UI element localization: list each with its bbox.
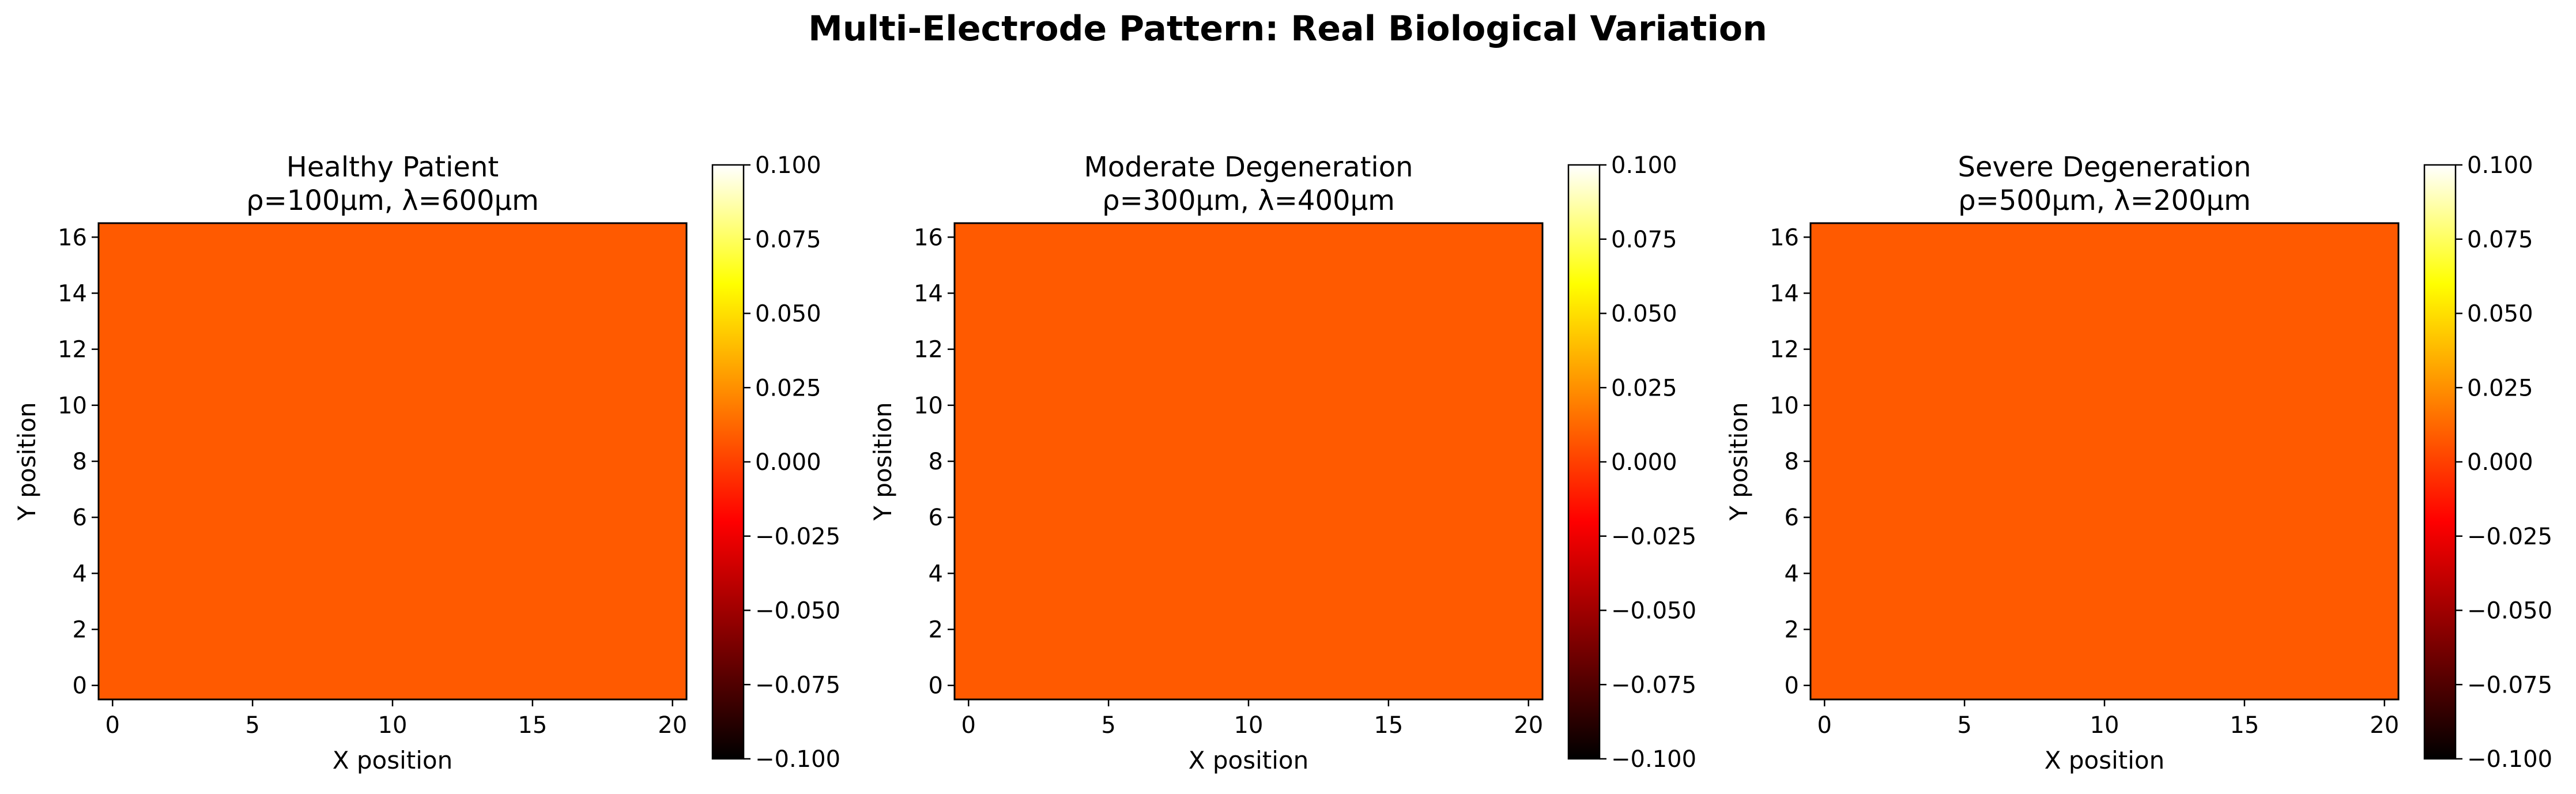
y-tick-label: 0 bbox=[929, 673, 943, 699]
colorbar-tick-label: −0.025 bbox=[755, 524, 840, 550]
colorbar-tick-label: −0.075 bbox=[1611, 672, 1696, 698]
y-tick-label: 4 bbox=[73, 560, 87, 587]
y-tick-label: 10 bbox=[58, 393, 87, 419]
x-tick-label: 10 bbox=[1234, 712, 1264, 739]
panel-title: Healthy Patient bbox=[286, 151, 499, 183]
x-tick-label: 20 bbox=[658, 712, 687, 739]
panel-subtitle: ρ=300μm, λ=400μm bbox=[1102, 185, 1395, 217]
panel-subtitle: ρ=100μm, λ=600μm bbox=[246, 185, 539, 217]
y-tick-label: 12 bbox=[58, 337, 87, 363]
colorbar bbox=[2424, 165, 2456, 759]
y-tick-label: 14 bbox=[58, 280, 87, 307]
y-tick-label: 10 bbox=[1770, 393, 1799, 419]
y-tick-label: 12 bbox=[1770, 337, 1799, 363]
colorbar-tick-label: −0.100 bbox=[1611, 746, 1696, 773]
y-tick-label: 16 bbox=[58, 224, 87, 251]
y-tick-label: 0 bbox=[73, 673, 87, 699]
heatmap-field bbox=[99, 223, 687, 699]
colorbar-tick-label: 0.000 bbox=[2467, 449, 2533, 476]
x-axis-label: X position bbox=[333, 746, 452, 774]
y-axis-label: Y position bbox=[1725, 402, 1753, 521]
panel-title: Moderate Degeneration bbox=[1084, 151, 1413, 183]
y-axis-label: Y position bbox=[13, 402, 41, 521]
colorbar-tick-label: 0.000 bbox=[755, 449, 821, 476]
colorbar-tick-label: 0.050 bbox=[755, 301, 821, 328]
y-tick-label: 6 bbox=[1785, 505, 1799, 531]
colorbar-tick-label: 0.100 bbox=[1611, 152, 1677, 179]
colorbar-tick-label: −0.075 bbox=[755, 672, 840, 698]
colorbar-tick-label: −0.050 bbox=[1611, 598, 1696, 624]
colorbar-tick-label: −0.075 bbox=[2467, 672, 2552, 698]
y-tick-label: 8 bbox=[73, 449, 87, 475]
x-tick-label: 15 bbox=[518, 712, 547, 739]
y-tick-label: 4 bbox=[1785, 560, 1799, 587]
x-tick-label: 5 bbox=[245, 712, 259, 739]
y-tick-label: 2 bbox=[929, 617, 943, 644]
y-tick-label: 8 bbox=[1785, 449, 1799, 475]
x-tick-label: 15 bbox=[1374, 712, 1403, 739]
y-tick-label: 14 bbox=[1770, 280, 1799, 307]
y-tick-label: 6 bbox=[73, 505, 87, 531]
colorbar-tick-label: 0.100 bbox=[2467, 152, 2533, 179]
colorbar-tick-label: −0.050 bbox=[755, 598, 840, 624]
y-tick-label: 6 bbox=[929, 505, 943, 531]
panel-subtitle: ρ=500μm, λ=200μm bbox=[1958, 185, 2251, 217]
y-tick-label: 16 bbox=[1770, 224, 1799, 251]
x-tick-label: 10 bbox=[378, 712, 408, 739]
colorbar-tick-label: −0.050 bbox=[2467, 598, 2552, 624]
colorbar-tick-label: −0.100 bbox=[2467, 746, 2552, 773]
colorbar-tick-label: 0.100 bbox=[755, 152, 821, 179]
colorbar-tick-label: 0.050 bbox=[2467, 301, 2533, 328]
colorbar-tick-label: 0.050 bbox=[1611, 301, 1677, 328]
y-tick-label: 10 bbox=[914, 393, 943, 419]
colorbar-tick-label: 0.025 bbox=[1611, 375, 1677, 401]
y-tick-label: 2 bbox=[1785, 617, 1799, 644]
x-tick-label: 0 bbox=[961, 712, 976, 739]
y-tick-label: 14 bbox=[914, 280, 943, 307]
x-tick-label: 0 bbox=[105, 712, 120, 739]
x-axis-label: X position bbox=[1189, 746, 1308, 774]
colorbar-tick-label: −0.025 bbox=[2467, 524, 2552, 550]
colorbar-tick-label: 0.075 bbox=[2467, 227, 2533, 253]
x-tick-label: 5 bbox=[1101, 712, 1115, 739]
x-axis-label: X position bbox=[2045, 746, 2164, 774]
colorbar-tick-label: 0.075 bbox=[1611, 227, 1677, 253]
y-tick-label: 2 bbox=[73, 617, 87, 644]
colorbar-tick-label: 0.025 bbox=[755, 375, 821, 401]
x-tick-label: 20 bbox=[1514, 712, 1543, 739]
heatmap-field bbox=[955, 223, 1542, 699]
y-tick-label: 16 bbox=[914, 224, 943, 251]
y-tick-label: 8 bbox=[929, 449, 943, 475]
panel-title: Severe Degeneration bbox=[1958, 151, 2251, 183]
colorbar bbox=[712, 165, 744, 759]
colorbar-tick-label: 0.075 bbox=[755, 227, 821, 253]
colorbar bbox=[1568, 165, 1600, 759]
x-tick-label: 15 bbox=[2230, 712, 2259, 739]
colorbar-tick-label: −0.100 bbox=[755, 746, 840, 773]
colorbar-tick-label: −0.025 bbox=[1611, 524, 1696, 550]
y-tick-label: 0 bbox=[1785, 673, 1799, 699]
y-tick-label: 4 bbox=[929, 560, 943, 587]
x-tick-label: 0 bbox=[1817, 712, 1832, 739]
colorbar-tick-label: 0.025 bbox=[2467, 375, 2533, 401]
x-tick-label: 10 bbox=[2090, 712, 2119, 739]
colorbar-tick-label: 0.000 bbox=[1611, 449, 1677, 476]
y-tick-label: 12 bbox=[914, 337, 943, 363]
y-axis-label: Y position bbox=[869, 402, 897, 521]
heatmap-field bbox=[1811, 223, 2398, 699]
x-tick-label: 5 bbox=[1957, 712, 1971, 739]
figure-title: Multi-Electrode Pattern: Real Biological… bbox=[808, 9, 1767, 49]
x-tick-label: 20 bbox=[2370, 712, 2399, 739]
